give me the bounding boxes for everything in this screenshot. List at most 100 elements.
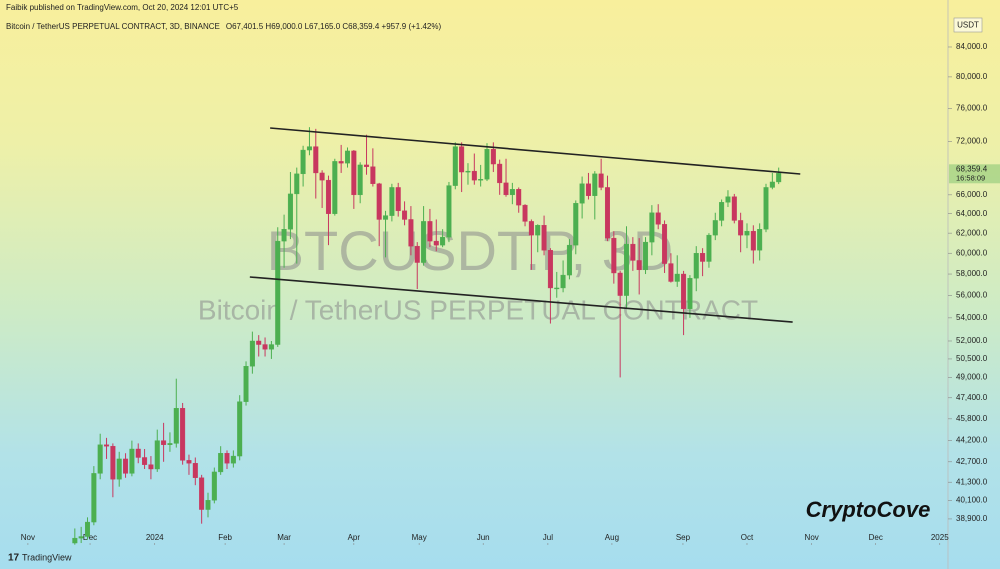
candle-body — [180, 408, 186, 461]
candle-body — [161, 440, 167, 445]
y-tick-label: 38,900.0 — [956, 514, 988, 523]
candle-body — [142, 457, 148, 465]
candle-body — [465, 170, 471, 173]
candle-body — [306, 146, 312, 151]
candle-body — [649, 212, 655, 243]
candle-body — [706, 234, 712, 262]
candle-body — [757, 229, 763, 251]
candle-body — [731, 196, 737, 221]
candle-body — [617, 272, 623, 296]
y-tick-label: 64,000.0 — [956, 209, 988, 218]
y-tick-label: 45,800.0 — [956, 414, 988, 423]
candle-body — [471, 170, 477, 181]
candle-body — [516, 189, 522, 206]
candle-body — [744, 230, 750, 236]
candle-body — [389, 187, 395, 216]
candle-body — [402, 210, 408, 220]
candle-body — [383, 215, 389, 220]
candle-body — [738, 220, 744, 236]
candle-body — [535, 225, 541, 236]
x-tick-label: Mar — [277, 533, 291, 542]
x-tick-label: Nov — [21, 533, 35, 542]
candle-body — [110, 445, 116, 480]
currency-box — [953, 17, 983, 33]
currency: USDT — [957, 21, 979, 30]
brand: CryptoCove — [806, 497, 931, 522]
candle-body — [478, 179, 484, 181]
candle-body — [693, 253, 699, 279]
x-tick-label: Apr — [348, 533, 361, 542]
candle-body — [256, 340, 262, 345]
candle-body — [440, 236, 446, 246]
candle-body — [78, 536, 84, 539]
candle-body — [528, 221, 534, 236]
candle-body — [243, 366, 249, 402]
candle-body — [700, 253, 706, 262]
candle-body — [344, 150, 350, 164]
candle-body — [72, 537, 78, 544]
candle-body — [668, 263, 674, 282]
ohlc-line: O67,401.5 H69,000.0 L67,165.0 C68,359.4 … — [226, 22, 442, 31]
x-tick-label: Oct — [741, 533, 754, 542]
candle-body — [104, 444, 110, 447]
candle-body — [497, 163, 503, 184]
candle-body — [452, 146, 458, 186]
candle-body — [287, 193, 293, 230]
y-tick-label: 40,100.0 — [956, 495, 988, 504]
candle-body — [592, 173, 598, 196]
candle-body — [421, 221, 427, 263]
candle-body — [769, 181, 775, 188]
symbol-line: Bitcoin / TetherUS PERPETUAL CONTRACT, 3… — [6, 22, 220, 31]
candle-body — [325, 179, 331, 214]
watermark-name: Bitcoin / TetherUS PERPETUAL CONTRACT — [198, 294, 758, 325]
candle-body — [332, 161, 338, 214]
x-tick-label: Jun — [477, 533, 490, 542]
y-tick-label: 54,000.0 — [956, 313, 988, 322]
candle-body — [116, 458, 122, 480]
candle-body — [85, 521, 91, 537]
candle-body — [154, 440, 160, 470]
last-price-box — [949, 164, 1000, 184]
x-tick-label: Sep — [676, 533, 691, 542]
candle-body — [218, 453, 224, 473]
candle-body — [554, 287, 560, 290]
x-tick-label: May — [412, 533, 427, 542]
candle-body — [750, 230, 756, 251]
symbol-header: Bitcoin / TetherUS PERPETUAL CONTRACT, 3… — [6, 22, 441, 31]
candle-body — [199, 477, 205, 510]
footer-logo: 17 — [8, 553, 20, 564]
candle-body — [300, 149, 306, 175]
x-tick-label: Dec — [83, 533, 97, 542]
candle-body — [268, 344, 274, 350]
x-tick-label: 2024 — [146, 533, 164, 542]
candle-body — [719, 202, 725, 221]
candle-body — [319, 172, 325, 181]
candle-body — [490, 148, 496, 165]
y-tick-label: 60,000.0 — [956, 248, 988, 257]
candle-body — [522, 204, 528, 222]
y-tick-label: 44,200.0 — [956, 436, 988, 445]
y-tick-label: 49,000.0 — [956, 373, 988, 382]
y-tick-label: 42,700.0 — [956, 457, 988, 466]
candle-body — [338, 161, 344, 164]
y-tick-label: 62,000.0 — [956, 228, 988, 237]
candle-body — [135, 448, 141, 458]
y-tick-label: 76,000.0 — [956, 103, 988, 112]
candle-body — [357, 164, 363, 196]
candle-body — [427, 221, 433, 242]
candle-body — [281, 229, 287, 242]
countdown: 16:58:09 — [956, 173, 985, 182]
y-tick-label: 72,000.0 — [956, 137, 988, 146]
candle-body — [230, 455, 236, 464]
candle-body — [376, 183, 382, 220]
candle-body — [249, 340, 255, 367]
candle-body — [643, 241, 649, 271]
candle-body — [370, 166, 376, 184]
candle-body — [687, 278, 693, 310]
candle-body — [636, 260, 642, 271]
candle-body — [503, 182, 509, 196]
candle-body — [604, 187, 610, 239]
candle-body — [573, 203, 579, 246]
candle-body — [459, 146, 465, 173]
